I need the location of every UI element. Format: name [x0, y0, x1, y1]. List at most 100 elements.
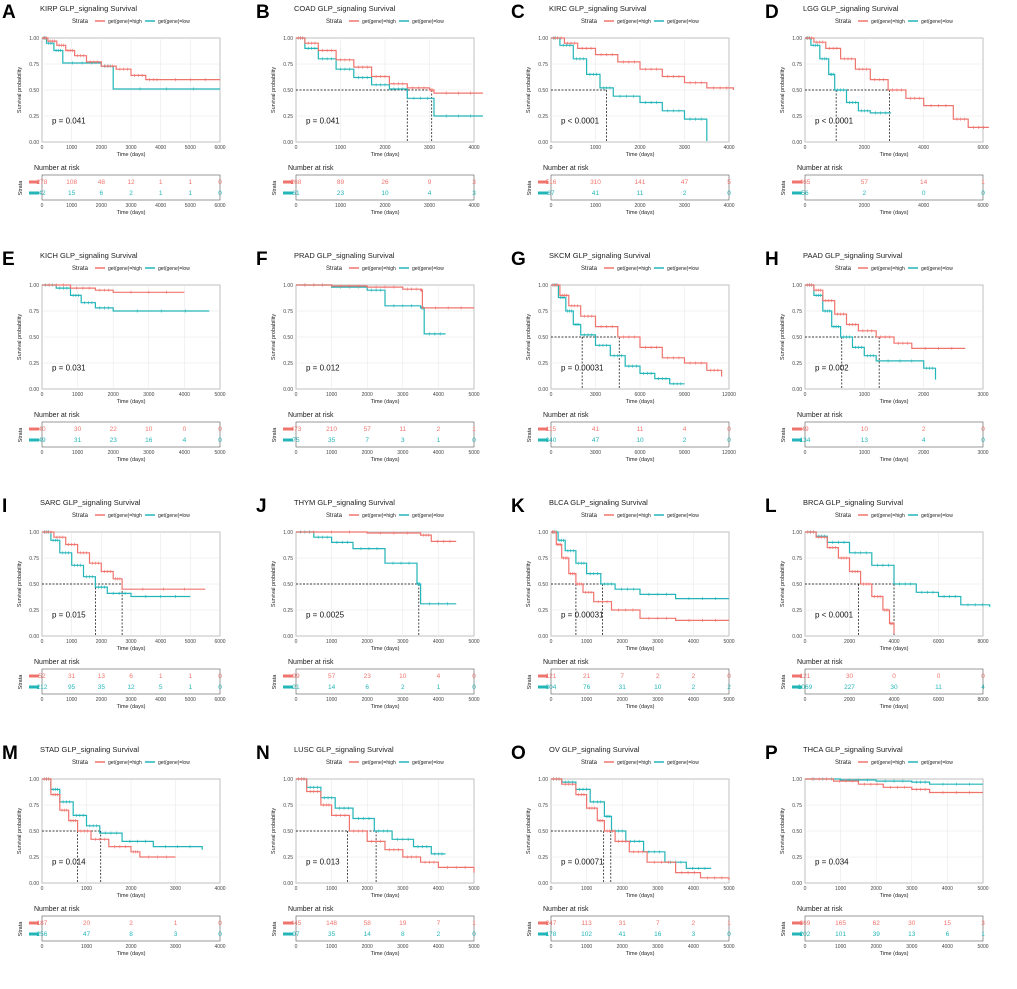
x-tick-label: 1000	[859, 392, 870, 398]
y-axis-label: Survival probability	[271, 561, 277, 607]
curve-low	[42, 778, 203, 850]
risk-count-low: 2	[401, 684, 405, 691]
panel-letter: A	[2, 2, 16, 23]
risk-count-low: 15	[68, 190, 76, 197]
risk-x-axis-label: Time (days)	[371, 951, 400, 957]
legend: Strata get(gene)=high get(gene)=low	[326, 266, 444, 272]
p-value: p = 0.013	[306, 857, 340, 866]
risk-count-high: 26	[381, 179, 389, 186]
y-tick-label: 0.00	[283, 140, 293, 146]
risk-table-frame	[295, 174, 475, 201]
risk-count-high: 0	[981, 673, 985, 680]
panel-g: G SKCM GLP_signaling Survival Strata get(ge…	[509, 247, 763, 494]
y-tick-label: 0.75	[792, 803, 802, 809]
risk-table-frame	[550, 915, 730, 942]
risk-count-low: 61	[292, 190, 300, 197]
y-tick-label: 0.50	[538, 335, 548, 341]
x-axis-label: Time (days)	[880, 893, 909, 899]
x-axis-label: Time (days)	[371, 893, 400, 899]
risk-table-frame	[295, 668, 475, 695]
risk-table-frame	[550, 174, 730, 201]
km-chart-d: D LGG GLP_signaling Survival Strata get(gen…	[765, 2, 989, 216]
risk-count-low: 1	[437, 684, 441, 691]
y-tick-label: 0.50	[538, 582, 548, 588]
panel-e: E KICH GLP_signaling Survival Strata get(ge…	[0, 247, 254, 494]
x-tick-label: 3000	[397, 886, 408, 892]
y-tick-label: 0.75	[29, 803, 39, 809]
chart-title: THCA GLP_signaling Survival	[803, 745, 903, 754]
risk-table-title: Number at risk	[543, 906, 589, 913]
risk-x-tick-label: 1000	[326, 944, 337, 950]
risk-count-high: 40	[38, 426, 46, 433]
risk-count-high: 52	[38, 673, 46, 680]
risk-x-tick-label: 0	[295, 203, 298, 209]
risk-count-low: 2	[863, 190, 867, 197]
x-tick-label: 5000	[977, 886, 988, 892]
curve-low	[42, 284, 210, 312]
x-tick-label: 5000	[468, 639, 479, 645]
risk-x-axis-label: Time (days)	[880, 951, 909, 957]
risk-x-tick-label: 4000	[688, 944, 699, 950]
panel-j: J THYM GLP_signaling Survival Strata get(ge…	[254, 494, 508, 741]
legend-low-label: get(gene)=low	[412, 760, 444, 766]
curve-high	[551, 37, 734, 90]
risk-table-title: Number at risk	[288, 412, 334, 419]
risk-x-tick-label: 4000	[433, 697, 444, 703]
legend-high-label: get(gene)=high	[362, 513, 396, 519]
legend-low-label: get(gene)=low	[158, 760, 190, 766]
risk-count-high: 21	[583, 673, 591, 680]
risk-count-low: 6	[100, 190, 104, 197]
risk-count-high: 57	[861, 179, 869, 186]
x-tick-label: 4000	[888, 639, 899, 645]
risk-table-frame	[295, 421, 475, 448]
risk-count-high: 41	[592, 426, 600, 433]
risk-count-high: 1	[472, 426, 476, 433]
y-tick-label: 0.25	[283, 114, 293, 120]
risk-x-tick-label: 0	[41, 697, 44, 703]
y-tick-label: 0.75	[538, 803, 548, 809]
risk-count-low: 2	[683, 437, 687, 444]
legend-low-label: get(gene)=low	[412, 266, 444, 272]
risk-strata-label: Strata	[781, 674, 787, 690]
legend: Strata get(gene)=high get(gene)=low	[72, 760, 190, 766]
legend: Strata get(gene)=high get(gene)=low	[835, 513, 953, 519]
risk-x-tick-label: 0	[804, 203, 807, 209]
x-tick-label: 3000	[397, 392, 408, 398]
risk-count-low: 6	[365, 684, 369, 691]
risk-x-tick-label: 3000	[397, 697, 408, 703]
y-tick-label: 0.00	[538, 881, 548, 887]
y-tick-label: 0.50	[792, 582, 802, 588]
risk-count-low: 31	[619, 684, 627, 691]
risk-table-title: Number at risk	[34, 165, 80, 172]
risk-table-frame	[295, 915, 475, 942]
p-value: p < 0.0001	[815, 116, 854, 125]
chart-title: THYM GLP_signaling Survival	[294, 498, 395, 507]
risk-strata-label: Strata	[272, 921, 278, 937]
risk-count-high: 7	[656, 920, 660, 927]
p-value: p = 0.041	[52, 116, 86, 125]
y-tick-label: 1.00	[792, 36, 802, 42]
legend-low-label: get(gene)=low	[412, 513, 444, 519]
risk-count-high: 115	[546, 426, 557, 433]
y-tick-label: 0.00	[538, 140, 548, 146]
risk-count-low: 35	[328, 437, 336, 444]
risk-x-tick-label: 6000	[214, 203, 225, 209]
risk-count-high: 0	[183, 426, 187, 433]
risk-count-low: 30	[890, 684, 898, 691]
x-tick-label: 3000	[143, 392, 154, 398]
risk-x-tick-label: 1000	[66, 203, 77, 209]
risk-table-title: Number at risk	[543, 165, 589, 172]
y-tick-label: 0.50	[29, 582, 39, 588]
legend-title: Strata	[326, 266, 343, 272]
chart-title: KIRC GLP_signaling Survival	[549, 4, 647, 13]
y-axis-label: Survival probability	[526, 314, 532, 360]
x-tick-label: 0	[41, 145, 44, 151]
x-tick-label: 3000	[977, 392, 988, 398]
risk-x-tick-label: 3000	[906, 944, 917, 950]
risk-strata-label: Strata	[781, 427, 787, 443]
risk-count-low: 35	[98, 684, 106, 691]
x-axis-label: Time (days)	[117, 646, 146, 652]
p-value: p = 0.0025	[306, 610, 345, 619]
risk-count-high: 473	[291, 426, 302, 433]
legend-title: Strata	[326, 19, 343, 25]
